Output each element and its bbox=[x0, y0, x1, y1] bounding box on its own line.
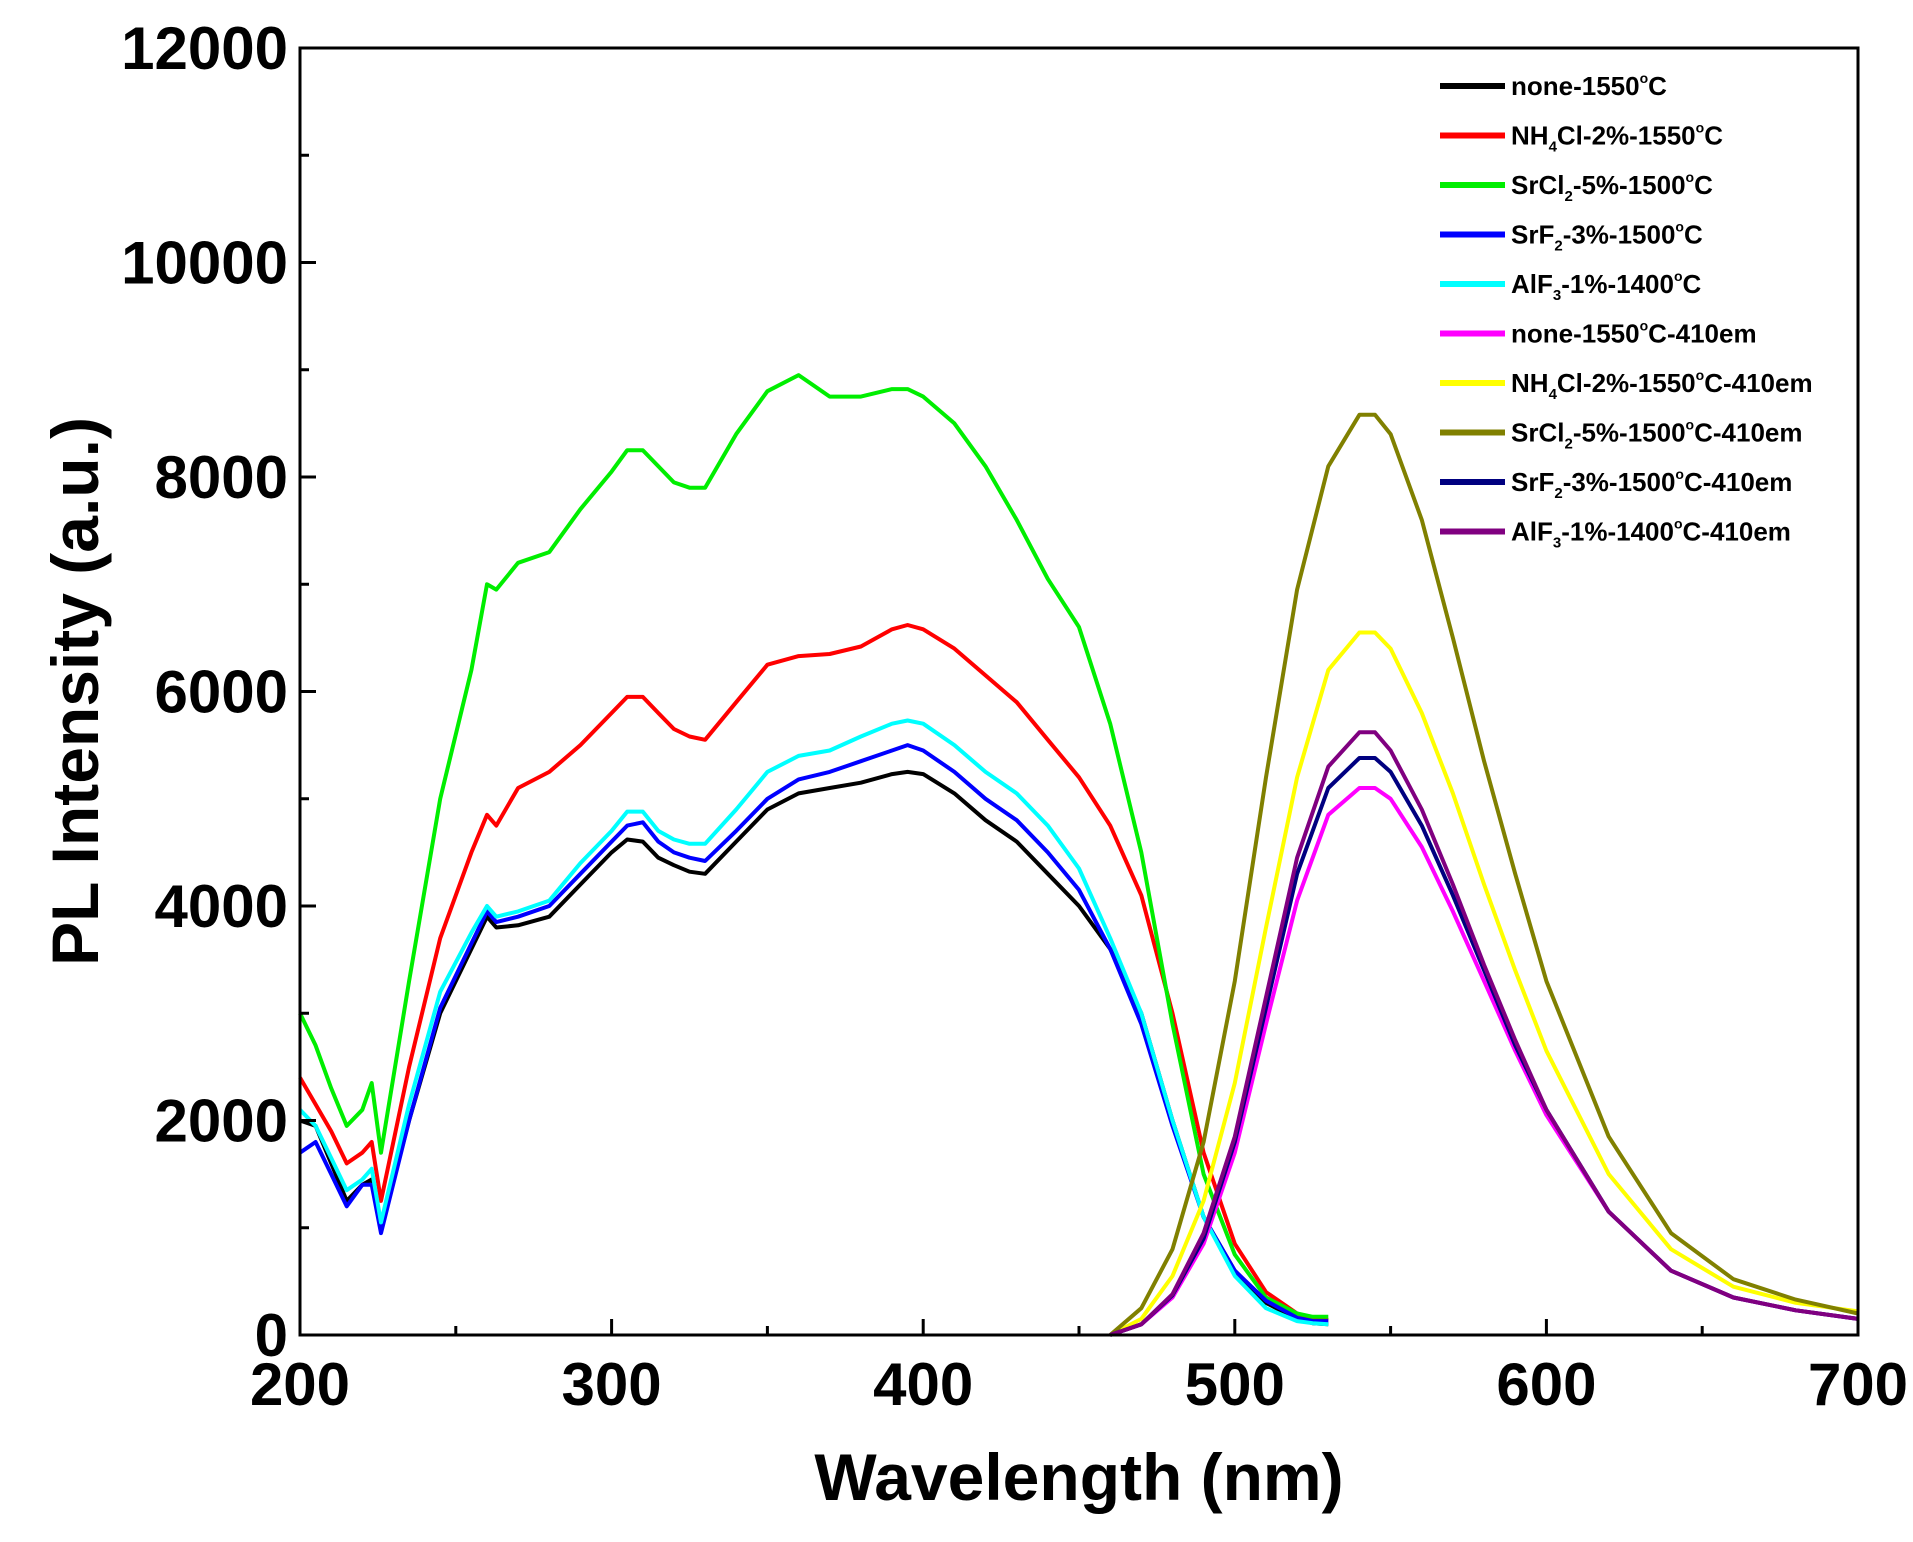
y-tick-label: 6000 bbox=[155, 659, 288, 726]
legend-item: NH4Cl-2%-1550oC-410em bbox=[1440, 367, 1813, 403]
series-line-5 bbox=[298, 718, 1329, 1327]
y-tick-label: 12000 bbox=[121, 15, 288, 82]
y-tick-label: 8000 bbox=[155, 444, 288, 511]
x-tick-label: 200 bbox=[250, 1351, 350, 1418]
legend-label: SrCl2-5%-1500oC bbox=[1511, 169, 1713, 205]
legend-item: NH4Cl-2%-1550oC bbox=[1440, 120, 1723, 156]
ticks-layer: 200 300 400 500 600 700 0 2000 4000 6000 8000 10000… bbox=[121, 15, 1908, 1418]
y-tick-label: 2000 bbox=[155, 1088, 288, 1155]
series-line-2 bbox=[298, 623, 1329, 1322]
legend-item: AlF3-1%-1400oC bbox=[1440, 268, 1702, 304]
legend-item: SrCl2-5%-1500oC-410em bbox=[1440, 417, 1803, 453]
series-line-3 bbox=[298, 373, 1329, 1319]
series-line-10 bbox=[1109, 730, 1859, 1337]
legend-label: AlF3-1%-1400oC-410em bbox=[1511, 516, 1791, 552]
legend-label: none-1550oC bbox=[1511, 70, 1667, 101]
legend-label: SrCl2-5%-1500oC-410em bbox=[1511, 417, 1803, 453]
x-tick-label: 400 bbox=[873, 1351, 973, 1418]
x-tick-label: 700 bbox=[1808, 1351, 1908, 1418]
legend-label: NH4Cl-2%-1550oC-410em bbox=[1511, 367, 1813, 403]
y-axis-label: PL Intensity (a.u.) bbox=[38, 417, 112, 966]
legend-item: SrCl2-5%-1500oC bbox=[1440, 169, 1713, 205]
x-tick-label: 500 bbox=[1185, 1351, 1285, 1418]
legend-label: SrF2-3%-1500oC-410em bbox=[1511, 466, 1792, 502]
legend-item: none-1550oC-410em bbox=[1440, 318, 1757, 349]
legend-label: none-1550oC-410em bbox=[1511, 318, 1757, 349]
series-line-4 bbox=[298, 743, 1329, 1324]
legend-label: AlF3-1%-1400oC bbox=[1511, 268, 1702, 304]
legend-item: SrF2-3%-1500oC-410em bbox=[1440, 466, 1792, 502]
y-tick-label: 4000 bbox=[155, 873, 288, 940]
x-tick-label: 300 bbox=[562, 1351, 662, 1418]
legend-label: NH4Cl-2%-1550oC bbox=[1511, 120, 1723, 156]
series-layer bbox=[298, 373, 1859, 1337]
x-tick-label: 600 bbox=[1496, 1351, 1596, 1418]
legend: none-1550oC NH4Cl-2%-1550oC SrCl2-5%-1500o… bbox=[1440, 70, 1813, 552]
legend-item: AlF3-1%-1400oC-410em bbox=[1440, 516, 1791, 552]
legend-label: SrF2-3%-1500oC bbox=[1511, 219, 1703, 255]
x-axis-label: Wavelength (nm) bbox=[814, 1440, 1343, 1514]
series-line-8 bbox=[1108, 412, 1859, 1337]
y-tick-label: 0 bbox=[255, 1302, 288, 1369]
legend-item: SrF2-3%-1500oC bbox=[1440, 219, 1703, 255]
series-line-7 bbox=[1109, 630, 1859, 1337]
y-tick-label: 10000 bbox=[121, 230, 288, 297]
legend-item: none-1550oC bbox=[1440, 70, 1667, 101]
